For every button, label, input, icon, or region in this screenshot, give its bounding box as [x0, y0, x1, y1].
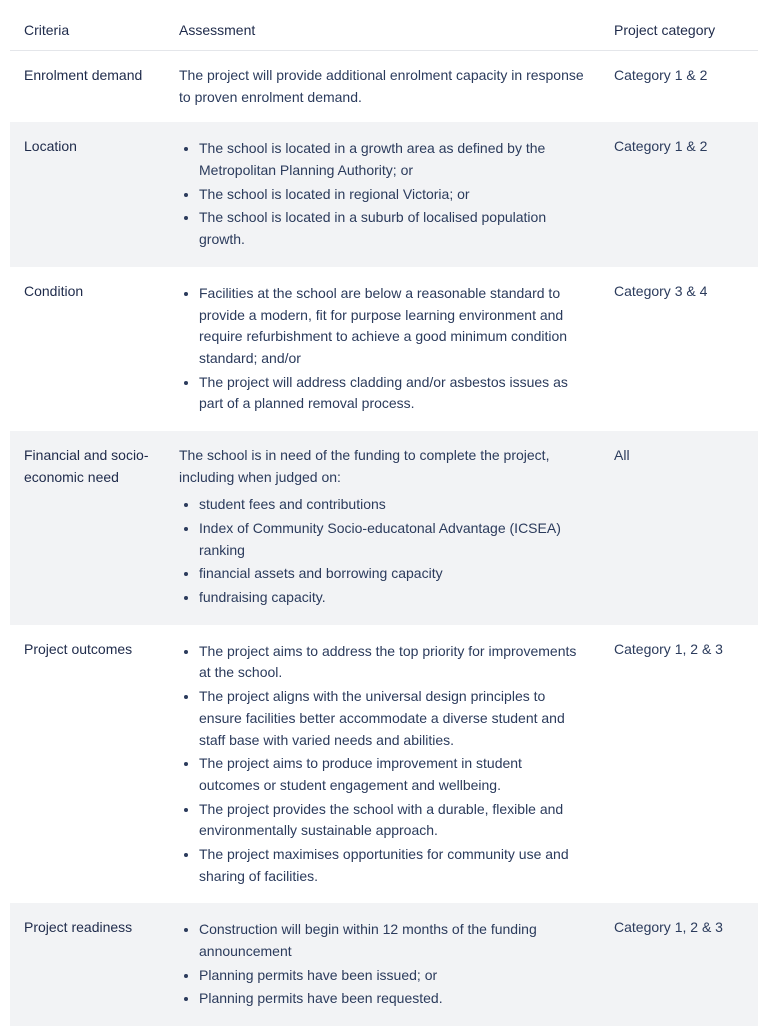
list-item: The project maximises opportunities for … — [199, 844, 586, 887]
list-item: Planning permits have been issued; or — [199, 965, 586, 987]
bullet-list: The project aims to address the top prio… — [179, 641, 586, 888]
cell-category: Category 1 & 2 — [600, 51, 758, 123]
table-header-row: Criteria Assessment Project category — [10, 10, 758, 51]
cell-category: Category 3 & 4 — [600, 267, 758, 431]
cell-criteria: Project outcomes — [10, 625, 165, 904]
list-item: The school is located in regional Victor… — [199, 184, 586, 206]
cell-assessment: Facilities at the school are below a rea… — [165, 267, 600, 431]
list-item: The project aligns with the universal de… — [199, 686, 586, 751]
list-item: student fees and contributions — [199, 494, 586, 516]
cell-category: Category 1, 2 & 3 — [600, 903, 758, 1026]
cell-criteria: Location — [10, 122, 165, 266]
list-item: The project provides the school with a d… — [199, 799, 586, 842]
cell-criteria: Enrolment demand — [10, 51, 165, 123]
list-item: The project aims to produce improvement … — [199, 753, 586, 796]
cell-criteria: Project readiness — [10, 903, 165, 1026]
cell-category: All — [600, 431, 758, 625]
cell-criteria: Condition — [10, 267, 165, 431]
list-item: The school is located in a growth area a… — [199, 138, 586, 181]
cell-assessment: The school is located in a growth area a… — [165, 122, 600, 266]
table-body: Enrolment demand The project will provid… — [10, 51, 758, 1027]
bullet-list: Construction will begin within 12 months… — [179, 919, 586, 1010]
col-assessment: Assessment — [165, 10, 600, 51]
table-row: Project readiness Construction will begi… — [10, 903, 758, 1026]
cell-assessment: The project aims to address the top prio… — [165, 625, 600, 904]
list-item: Construction will begin within 12 months… — [199, 919, 586, 962]
table-row: Enrolment demand The project will provid… — [10, 51, 758, 123]
table-row: Condition Facilities at the school are b… — [10, 267, 758, 431]
table-row: Location The school is located in a grow… — [10, 122, 758, 266]
col-criteria: Criteria — [10, 10, 165, 51]
list-item: Facilities at the school are below a rea… — [199, 283, 586, 370]
bullet-list: Facilities at the school are below a rea… — [179, 283, 586, 415]
cell-category: Category 1 & 2 — [600, 122, 758, 266]
cell-criteria: Financial and socio-economic need — [10, 431, 165, 625]
cell-assessment: The school is in need of the funding to … — [165, 431, 600, 625]
bullet-list: student fees and contributions Index of … — [179, 494, 586, 608]
table-row: Project outcomes The project aims to add… — [10, 625, 758, 904]
bullet-list: The school is located in a growth area a… — [179, 138, 586, 250]
cell-assessment: The project will provide additional enro… — [165, 51, 600, 123]
list-item: Index of Community Socio-educatonal Adva… — [199, 518, 586, 561]
list-item: The project will address cladding and/or… — [199, 372, 586, 415]
criteria-table: Criteria Assessment Project category Enr… — [10, 10, 758, 1026]
col-category: Project category — [600, 10, 758, 51]
cell-category: Category 1, 2 & 3 — [600, 625, 758, 904]
table-row: Financial and socio-economic need The sc… — [10, 431, 758, 625]
list-item: Planning permits have been requested. — [199, 988, 586, 1010]
list-item: financial assets and borrowing capacity — [199, 563, 586, 585]
list-item: fundraising capacity. — [199, 587, 586, 609]
cell-assessment: Construction will begin within 12 months… — [165, 903, 600, 1026]
lead-text: The school is in need of the funding to … — [179, 445, 586, 488]
list-item: The project aims to address the top prio… — [199, 641, 586, 684]
list-item: The school is located in a suburb of loc… — [199, 207, 586, 250]
